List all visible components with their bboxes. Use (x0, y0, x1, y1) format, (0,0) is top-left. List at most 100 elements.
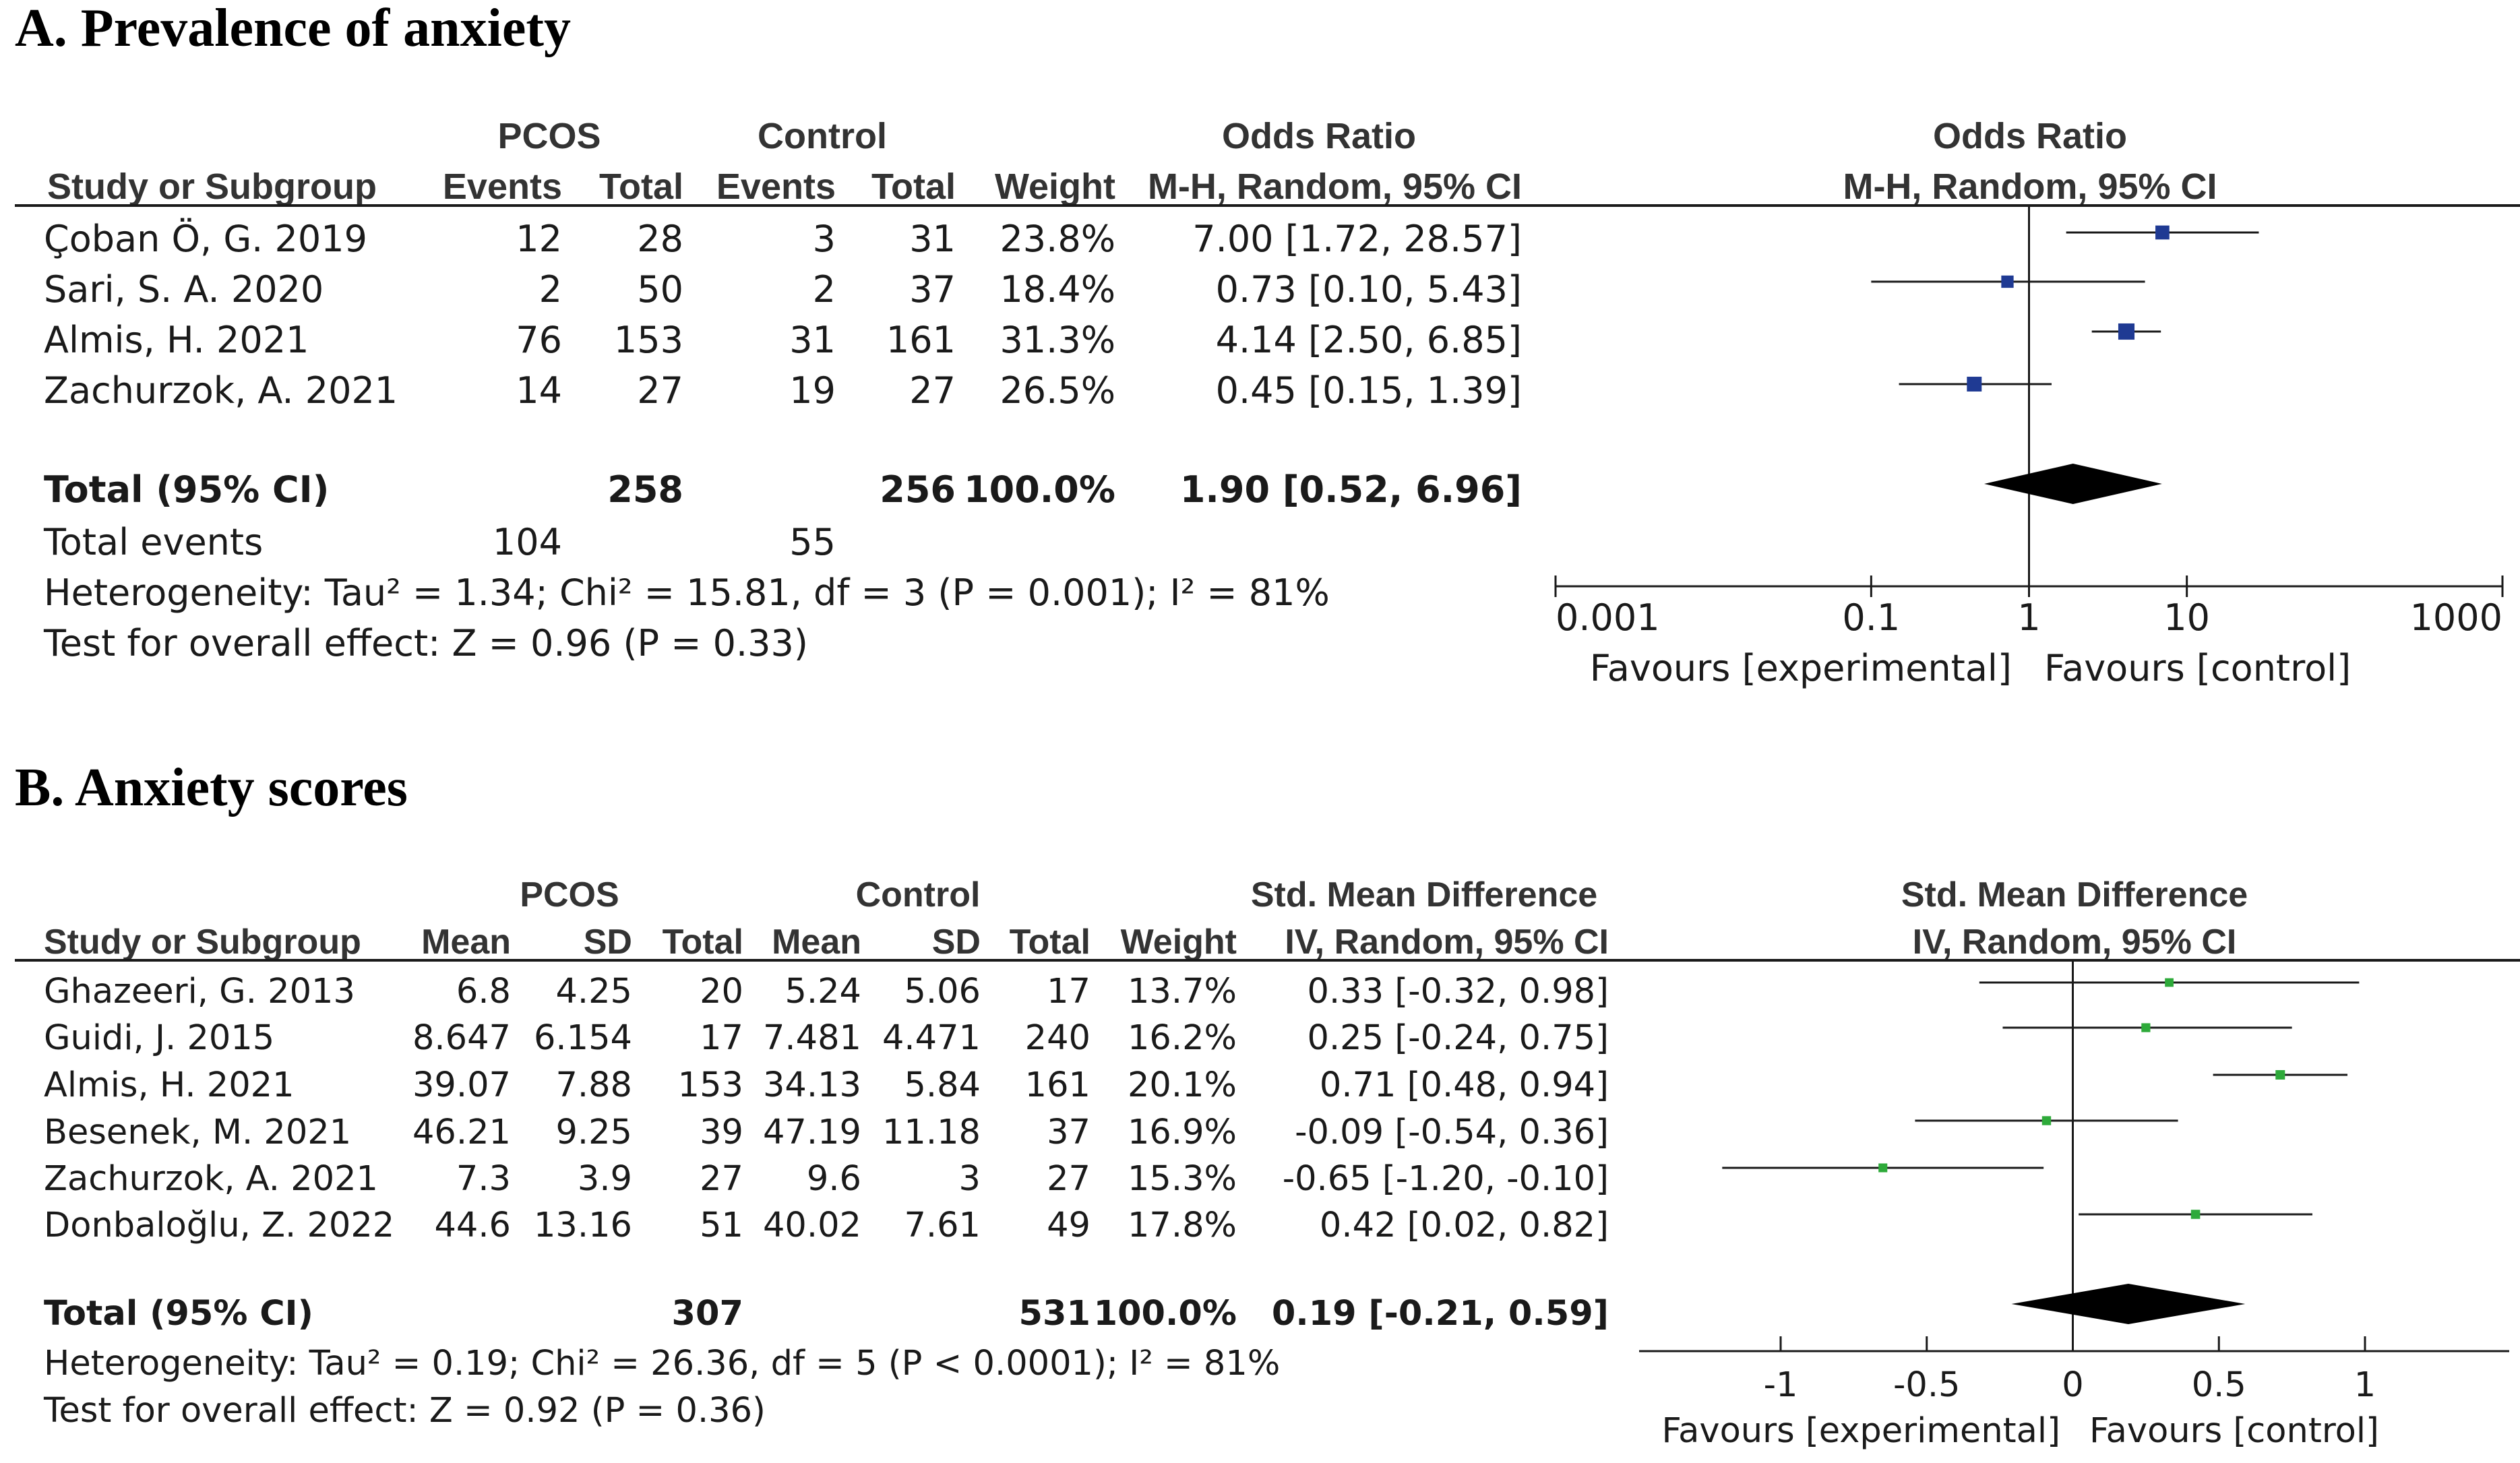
panel-b-study-name: Besenek, M. 2021 (44, 1113, 351, 1152)
panel-b-mean-control: 47.19 (763, 1113, 861, 1152)
panel-a-study-name: Sari, S. A. 2020 (44, 268, 324, 311)
panel-a-total-events-row: Total events 104 55 (43, 521, 836, 563)
panel-a-total-events-pcos: 104 (493, 521, 562, 563)
panel-b-total-row: Total (95% CI) 307 531 100.0% 0.19 [-0.2… (44, 1294, 1609, 1334)
x-axis-tick-label: 1000 (2410, 596, 2502, 639)
panel-b-total-pcos: 39 (700, 1113, 743, 1152)
panel-b-total-ci: 0.19 [-0.21, 0.59] (1272, 1294, 1609, 1334)
panel-a-total-pcos: 27 (637, 369, 683, 412)
panel-a-events-pcos: 2 (539, 268, 562, 311)
panel-b-study-name: Donbaloğlu, Z. 2022 (44, 1206, 394, 1245)
panel-a-total-events-control: 55 (789, 521, 836, 563)
panel-a-weight: 26.5% (1000, 369, 1115, 412)
panel-b-mean-control: 40.02 (763, 1206, 861, 1245)
panel-b-ci-label: 0.25 [-0.24, 0.75] (1308, 1018, 1609, 1058)
panel-a-total-events-label: Total events (43, 521, 263, 563)
panel-a-study-name: Almis, H. 2021 (44, 319, 309, 361)
point-estimate-marker (2001, 275, 2014, 288)
panel-b-study-name: Almis, H. 2021 (44, 1065, 295, 1105)
panel-b-sd-pcos: 6.154 (534, 1018, 632, 1058)
panel-b-weight: 16.9% (1128, 1113, 1237, 1152)
panel-b-weight: 13.7% (1128, 972, 1237, 1011)
panel-b-sd-control: 5.84 (904, 1065, 981, 1105)
panel-b-sd-pcos: 3.9 (578, 1159, 632, 1199)
panel-b-total-pcos: 17 (700, 1018, 743, 1058)
panel-a-total-pcos: 28 (637, 218, 683, 260)
panel-b-overall-effect: Test for overall effect: Z = 0.92 (P = 0… (43, 1391, 766, 1431)
x-axis-tick-label: 0.5 (2192, 1365, 2246, 1405)
panel-a-events-control: 31 (789, 319, 836, 361)
panel-a-total-ci: 1.90 [0.52, 6.96] (1180, 468, 1522, 511)
point-estimate-marker (2041, 1116, 2052, 1125)
panel-b-favours-experimental: Favours [experimental] (1661, 1411, 2060, 1451)
panel-a-total-row: Total (95% CI) 258 256 100.0% 1.90 [0.52… (44, 468, 1522, 511)
panel-b-mean-pcos: 8.647 (412, 1018, 511, 1058)
panel-b-col-weight: Weight (1121, 923, 1237, 962)
panel-a-plot-header-odds-ratio: Odds Ratio (1933, 116, 2127, 156)
panel-b-heterogeneity: Heterogeneity: Tau² = 0.19; Chi² = 26.36… (44, 1344, 1280, 1383)
panel-b-total-pcos: 153 (678, 1065, 743, 1105)
panel-b-mean-pcos: 46.21 (412, 1113, 511, 1152)
panel-a-study-name: Zachurzok, A. 2021 (44, 369, 398, 412)
panel-b-sd-pcos: 7.88 (555, 1065, 632, 1105)
panel-b-ci-label: 0.71 [0.48, 0.94] (1320, 1065, 1609, 1105)
panel-b-total-control: 240 (1025, 1018, 1090, 1058)
panel-b-study-name: Ghazeeri, G. 2013 (44, 972, 355, 1011)
point-estimate-marker (1967, 377, 1982, 392)
panel-b-row-6: Donbaloğlu, Z. 2022 44.6 13.16 51 40.02 … (44, 1206, 1609, 1245)
x-axis-tick-label: 0.1 (1842, 596, 1900, 639)
panel-a-forest-plot: 0.001 0.1 1 10 1000 (1554, 206, 2504, 639)
panel-b-study-name: Guidi, J. 2015 (44, 1018, 274, 1058)
panel-a-total-control: 31 (909, 218, 956, 260)
panel-b-weight: 20.1% (1128, 1065, 1237, 1105)
panel-a-group-pcos: PCOS (497, 116, 601, 156)
panel-b-ci-label: 0.42 [0.02, 0.82] (1320, 1206, 1609, 1245)
point-estimate-marker (2141, 1023, 2151, 1032)
panel-a-favours-control: Favours [control] (2044, 647, 2351, 689)
panel-a-plot-col-ci: M-H, Random, 95% CI (1843, 166, 2217, 207)
point-estimate-marker (2155, 225, 2170, 240)
panel-b-total-control: 161 (1025, 1065, 1090, 1105)
x-axis-tick-label: 1 (2017, 596, 2040, 639)
panel-b-group-pcos: PCOS (520, 875, 619, 914)
panel-b-col-total-pcos: Total (663, 923, 743, 962)
panel-a-weight: 31.3% (1000, 319, 1115, 361)
panel-a-heterogeneity: Heterogeneity: Tau² = 1.34; Chi² = 15.81… (44, 571, 1330, 614)
panel-b-weight: 17.8% (1128, 1206, 1237, 1245)
panel-b-total-pcos: 51 (700, 1206, 743, 1245)
x-axis-tick-label: -0.5 (1893, 1365, 1961, 1405)
panel-a-col-total-pcos: Total (599, 166, 683, 207)
panel-b-forest-plot: -1 -0.5 0 0.5 1 (1639, 960, 2509, 1405)
panel-b-row-2: Guidi, J. 2015 8.647 6.154 17 7.481 4.47… (44, 1018, 1609, 1058)
panel-b-mean-control: 34.13 (763, 1065, 861, 1105)
panel-b-ci-label: 0.33 [-0.32, 0.98] (1308, 972, 1609, 1011)
panel-b-ci-label: -0.09 [-0.54, 0.36] (1295, 1113, 1609, 1152)
panel-b-col-study: Study or Subgroup (44, 923, 361, 962)
panel-a-col-weight: Weight (995, 166, 1115, 207)
panel-b-mean-pcos: 6.8 (456, 972, 511, 1011)
panel-b-weight: 15.3% (1128, 1159, 1237, 1199)
panel-b-total-n-pcos: 307 (672, 1294, 743, 1334)
panel-a-study-name: Çoban Ö, G. 2019 (44, 218, 367, 260)
panel-b-sd-control: 7.61 (904, 1206, 981, 1245)
panel-a-events-pcos: 76 (516, 319, 562, 361)
panel-a-events-control: 3 (813, 218, 836, 260)
panel-a-col-events-pcos: Events (443, 166, 562, 207)
panel-a-total-control: 161 (886, 319, 956, 361)
panel-a-col-ci: M-H, Random, 95% CI (1148, 166, 1522, 207)
panel-a-row-2: Sari, S. A. 2020 2 50 2 37 18.4% 0.73 [0… (44, 268, 1522, 311)
panel-b-total-pcos: 20 (700, 972, 743, 1011)
panel-b-mean-control: 9.6 (807, 1159, 861, 1199)
panel-b-total-control: 37 (1047, 1113, 1090, 1152)
panel-b-total-control: 17 (1047, 972, 1090, 1011)
panel-b-weight: 16.2% (1128, 1018, 1237, 1058)
panel-a-group-odds-ratio: Odds Ratio (1222, 116, 1416, 156)
panel-b-sd-control: 5.06 (904, 972, 981, 1011)
panel-a-row-1: Çoban Ö, G. 2019 12 28 3 31 23.8% 7.00 [… (44, 218, 1522, 260)
x-axis-tick-label: 1 (2354, 1365, 2376, 1405)
panel-a: A. Prevalence of anxiety PCOS Control Od… (15, 0, 2520, 689)
panel-a-favours-experimental: Favours [experimental] (1590, 647, 2012, 689)
panel-a-events-control: 19 (789, 369, 836, 412)
panel-b-mean-control: 5.24 (785, 972, 861, 1011)
